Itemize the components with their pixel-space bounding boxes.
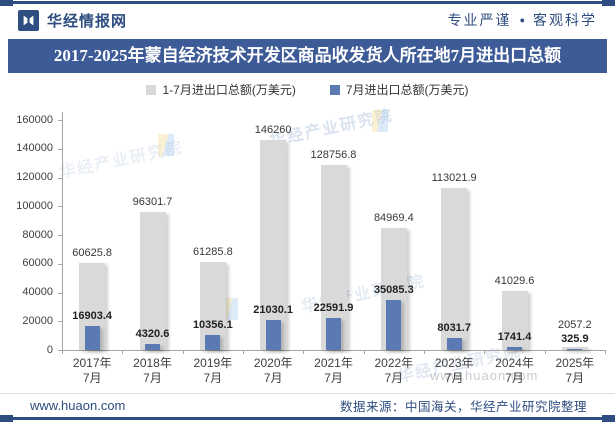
y-axis-tick [58, 120, 62, 121]
legend-item-cumulative: 1-7月进出口总额(万美元) [146, 81, 296, 98]
bar-monthly [386, 299, 402, 350]
bar-value-label-monthly: 4320.6 [135, 327, 170, 340]
bar-value-label-cumulative: 146260 [254, 123, 292, 136]
x-axis-tick [363, 350, 365, 354]
y-axis-tick [58, 177, 62, 179]
legend-swatch-monthly [329, 84, 340, 95]
bar-value-label-cumulative: 96301.7 [132, 195, 173, 208]
y-axis-tick [58, 292, 62, 294]
bar-value-label-cumulative: 2057.2 [558, 319, 592, 331]
bar-value-label-monthly: 8031.7 [437, 322, 471, 335]
x-axis-label: 2020年 7月 [253, 356, 293, 385]
bar-monthly [326, 317, 341, 350]
x-axis-label: 2021年 7月 [314, 356, 353, 385]
x-axis-tick [303, 350, 305, 354]
bar-value-label-cumulative: 84969.4 [373, 211, 414, 224]
x-axis-tick [424, 350, 425, 354]
y-axis-tick-label: 0 [46, 343, 53, 356]
brand-logo-glyph [23, 15, 34, 25]
x-axis-label: 2023年 7月 [434, 356, 474, 385]
y-axis-tick [58, 350, 62, 351]
bar-cumulative [501, 291, 528, 350]
watermark-logo [372, 110, 388, 132]
watermark-url: www.huaon.com [430, 368, 539, 383]
bar-value-label-cumulative: 128756.8 [310, 148, 357, 161]
x-axis-tick [484, 350, 486, 354]
slogan-right: 客观科学 [533, 12, 597, 28]
x-axis-label: 2024年 7月 [495, 356, 534, 385]
y-axis-tick [58, 235, 62, 236]
legend-label-cumulative: 1-7月进出口总额(万美元) [162, 83, 296, 97]
x-axis-tick [544, 350, 546, 354]
bar-monthly [507, 347, 522, 350]
bar-cumulative [260, 139, 287, 350]
y-axis-tick-label: 40000 [22, 286, 53, 298]
y-axis-tick-label: 80000 [22, 228, 53, 241]
legend-swatch-cumulative [146, 84, 157, 95]
bar-cumulative [441, 187, 468, 350]
y-axis-tick-label: 100000 [16, 199, 53, 212]
x-axis-tick [122, 350, 124, 354]
bar-value-label-monthly: 1741.4 [497, 331, 532, 344]
y-axis-tick-label: 60000 [22, 257, 53, 270]
bar-cumulative [139, 211, 166, 350]
footer: www.huaon.com 数据来源：中国海关，华经产业研究院整理 [0, 393, 615, 417]
bar-value-label-cumulative: 61285.8 [192, 245, 233, 258]
bar-monthly [265, 319, 281, 350]
bar-value-label-monthly: 35085.3 [373, 283, 414, 296]
brand-name: 华经情报网 [47, 12, 128, 30]
brand-logo-icon [18, 9, 39, 31]
watermark-logo [222, 298, 238, 320]
x-axis-tick [243, 350, 244, 354]
bar-value-label-monthly: 16903.4 [72, 309, 113, 322]
y-axis-tick-label: 160000 [16, 113, 53, 126]
bar-monthly [84, 325, 100, 350]
bar-monthly [145, 343, 160, 350]
x-axis-label: 2019年 7月 [193, 356, 233, 385]
slogan-left: 专业严谨 [447, 12, 512, 28]
top-border-rule [0, 0, 615, 6]
bar-value-label-monthly: 22591.9 [313, 301, 354, 314]
chart-legend: 1-7月进出口总额(万美元) 7月进出口总额(万美元) [0, 81, 615, 98]
bar-value-label-cumulative: 60625.8 [72, 246, 113, 259]
x-axis-label: 2022年 7月 [374, 356, 414, 385]
legend-item-monthly: 7月进出口总额(万美元) [329, 81, 469, 98]
y-axis-tick-label: 120000 [16, 171, 53, 183]
footer-site-url: www.huaon.com [30, 398, 126, 413]
watermark-logo [158, 134, 174, 156]
bar-value-label-cumulative: 113021.9 [431, 171, 477, 184]
x-axis-tick [605, 350, 606, 354]
y-axis-tick [58, 206, 62, 208]
x-axis-label: 2025年 7月 [555, 356, 595, 385]
y-axis-tick [58, 263, 62, 265]
x-axis-label: 2018年 7月 [133, 356, 172, 385]
x-axis-tick [62, 350, 63, 354]
header: 华经情报网 专业严谨 ● 客观科学 [0, 6, 615, 34]
legend-label-monthly: 7月进出口总额(万美元) [345, 83, 469, 97]
bar-value-label-cumulative: 41029.6 [494, 275, 535, 288]
y-axis-tick [58, 148, 62, 150]
bar-value-label-monthly: 325.9 [561, 333, 589, 345]
bar-monthly [205, 335, 221, 350]
y-axis-tick-label: 20000 [22, 314, 53, 327]
bar-value-label-monthly: 21030.1 [253, 303, 294, 316]
y-axis-line [62, 112, 63, 350]
header-slogan: 专业严谨 ● 客观科学 [448, 10, 597, 30]
x-axis-line [62, 350, 606, 351]
slogan-dot-icon: ● [519, 15, 525, 25]
x-axis-label: 2017年 7月 [72, 356, 112, 385]
bar-monthly [567, 349, 583, 350]
bar-cumulative [561, 347, 588, 350]
bar-value-label-monthly: 10356.1 [192, 319, 233, 332]
bar-monthly [446, 338, 462, 350]
bottom-border-rule [0, 415, 615, 422]
footer-data-source: 数据来源：中国海关，华经产业研究院整理 [339, 400, 587, 414]
y-axis-tick [58, 321, 62, 323]
chart-title-banner: 2017-2025年蒙自经济技术开发区商品收发货人所在地7月进出口总额 [8, 39, 607, 73]
x-axis-tick [182, 350, 184, 354]
chart-plot-area: 华经产业研究院 华经产业研究院 华经产业研究院 华经产业研究院 www.huao… [0, 102, 615, 388]
y-axis-tick-label: 140000 [16, 142, 53, 155]
